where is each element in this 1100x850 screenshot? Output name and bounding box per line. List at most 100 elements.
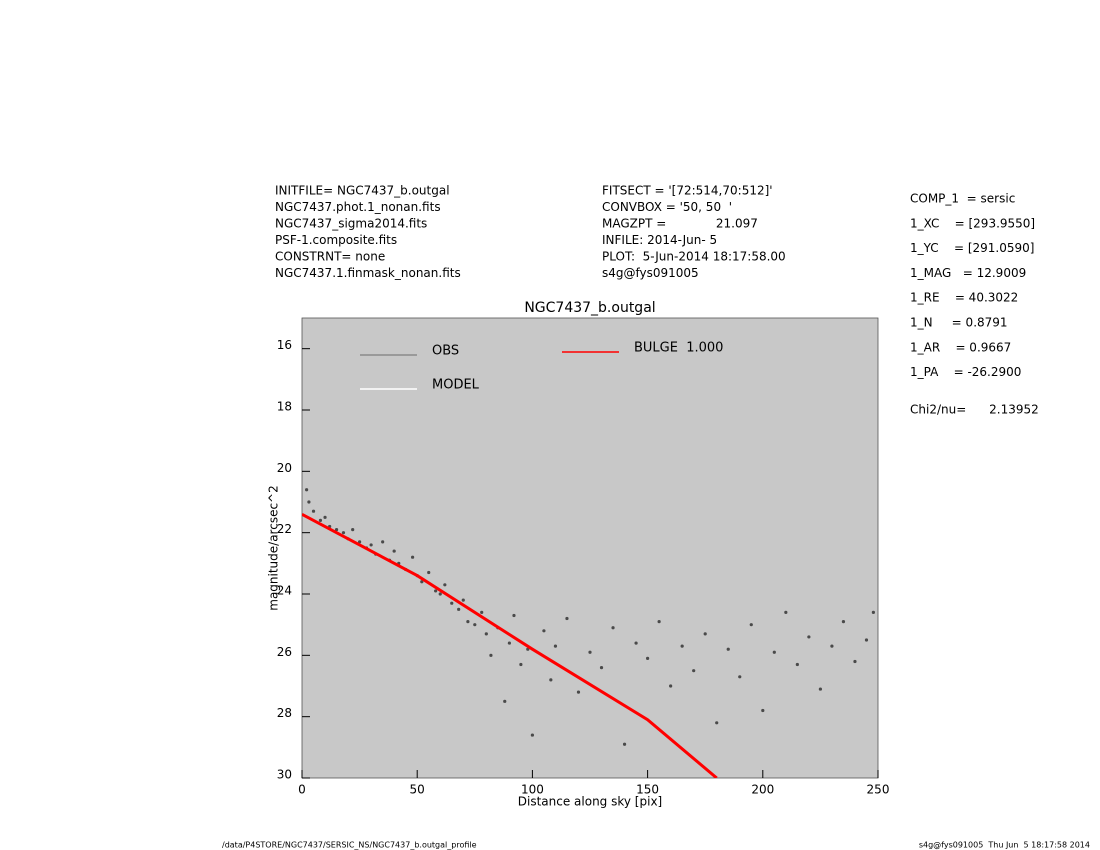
obs-point xyxy=(599,666,604,670)
header-line: CONSTRNT= none xyxy=(275,250,385,264)
x-tick-label: 100 xyxy=(521,783,544,797)
footer-stamp: s4g@fys091005 Thu Jun 5 18:17:58 2014 xyxy=(919,841,1090,850)
obs-point xyxy=(434,589,438,593)
plot-area xyxy=(301,317,879,779)
fit-param: 1_AR = 0.9667 xyxy=(910,340,1011,354)
obs-point xyxy=(369,543,373,547)
footer-path: /data/P4STORE/NGC7437/SERSIC_NS/NGC7437_… xyxy=(222,841,477,850)
obs-point xyxy=(657,620,661,624)
obs-point xyxy=(503,699,507,703)
obs-point xyxy=(841,620,846,624)
obs-point xyxy=(341,531,346,535)
y-tick-label: 28 xyxy=(277,706,292,720)
obs-point xyxy=(484,632,488,636)
obs-point xyxy=(427,570,431,575)
header-line: FITSECT = '[72:514,70:512]' xyxy=(602,184,773,198)
obs-point xyxy=(761,708,765,713)
obs-point xyxy=(381,540,385,544)
obs-point xyxy=(611,626,615,630)
header-line: PLOT: 5-Jun-2014 18:17:58.00 xyxy=(602,250,786,264)
x-tick-label: 200 xyxy=(751,783,774,797)
obs-point xyxy=(772,650,776,654)
obs-point xyxy=(549,678,553,682)
plot-marks xyxy=(302,488,875,778)
obs-point xyxy=(351,528,355,532)
obs-point xyxy=(519,662,523,667)
obs-point xyxy=(392,549,396,553)
fit-param: 1_XC = [293.9550] xyxy=(910,216,1035,230)
obs-point xyxy=(795,662,799,667)
obs-point xyxy=(318,518,323,523)
y-tick-label: 16 xyxy=(277,338,292,352)
y-axis-label: magnitude/arcsec^2 xyxy=(267,485,281,611)
obs-point xyxy=(726,647,730,651)
obs-point xyxy=(692,669,696,673)
x-tick-label: 0 xyxy=(298,783,306,797)
header-line: INFILE: 2014-Jun- 5 xyxy=(602,233,717,247)
fit-param: 1_N = 0.8791 xyxy=(910,316,1008,330)
legend-label: OBS xyxy=(432,344,459,359)
obs-point xyxy=(588,650,592,654)
obs-point xyxy=(489,653,493,657)
fit-param: 1_YC = [291.0590] xyxy=(910,241,1034,255)
header-line: CONVBOX = '50, 50 ' xyxy=(602,200,732,214)
obs-point xyxy=(864,638,869,642)
legend-label: BULGE 1.000 xyxy=(634,341,723,356)
obs-point xyxy=(473,623,477,627)
header-line: PSF-1.composite.fits xyxy=(275,233,397,247)
obs-point xyxy=(507,641,511,645)
obs-point xyxy=(530,733,535,737)
obs-point xyxy=(461,598,465,602)
obs-point xyxy=(680,644,684,648)
y-tick-label: 20 xyxy=(277,461,292,475)
fit-param: 1_MAG = 12.9009 xyxy=(910,266,1026,280)
x-tick-label: 250 xyxy=(867,783,890,797)
obs-point xyxy=(830,644,834,648)
fit-param: COMP_1 = sersic xyxy=(910,192,1015,206)
obs-point xyxy=(565,616,569,621)
obs-point xyxy=(576,690,581,694)
obs-point xyxy=(553,644,558,648)
obs-point xyxy=(438,592,442,596)
obs-point xyxy=(542,629,546,633)
obs-point xyxy=(457,607,461,611)
header-line: MAGZPT = 21.097 xyxy=(602,217,758,231)
fit-param: 1_PA = -26.2900 xyxy=(910,365,1021,379)
obs-point xyxy=(634,641,638,645)
obs-point xyxy=(871,610,875,615)
obs-point xyxy=(443,583,447,587)
obs-point xyxy=(646,656,650,661)
obs-point xyxy=(450,601,454,605)
obs-point xyxy=(420,580,424,584)
legend-label: MODEL xyxy=(432,378,480,393)
obs-point xyxy=(818,687,823,691)
y-tick-label: 26 xyxy=(277,645,292,659)
chi-value: Chi2/nu= 2.13952 xyxy=(910,403,1039,417)
obs-point xyxy=(307,500,311,504)
obs-point xyxy=(466,620,470,624)
obs-point xyxy=(410,555,415,559)
obs-point xyxy=(738,675,742,679)
obs-point xyxy=(311,509,316,513)
obs-point xyxy=(715,721,719,725)
y-tick-label: 22 xyxy=(277,522,292,536)
obs-point xyxy=(807,635,811,639)
obs-point xyxy=(853,659,857,664)
header-line: NGC7437.1.finmask_nonan.fits xyxy=(275,266,461,280)
x-tick-label: 150 xyxy=(636,783,659,797)
header-line: INITFILE= NGC7437_b.outgal xyxy=(275,184,450,198)
obs-point xyxy=(703,632,707,636)
obs-point xyxy=(749,623,753,627)
y-tick-label: 30 xyxy=(277,768,292,782)
obs-point xyxy=(480,610,484,615)
header-line: s4g@fys091005 xyxy=(602,266,699,280)
x-tick-label: 50 xyxy=(410,783,425,797)
obs-point xyxy=(323,515,327,519)
header-line: NGC7437.phot.1_nonan.fits xyxy=(275,200,441,214)
obs-point xyxy=(784,610,788,615)
profile-line xyxy=(302,512,718,778)
chart-title: NGC7437_b.outgal xyxy=(524,300,655,316)
obs-point xyxy=(669,684,673,688)
y-tick-label: 24 xyxy=(277,584,292,598)
